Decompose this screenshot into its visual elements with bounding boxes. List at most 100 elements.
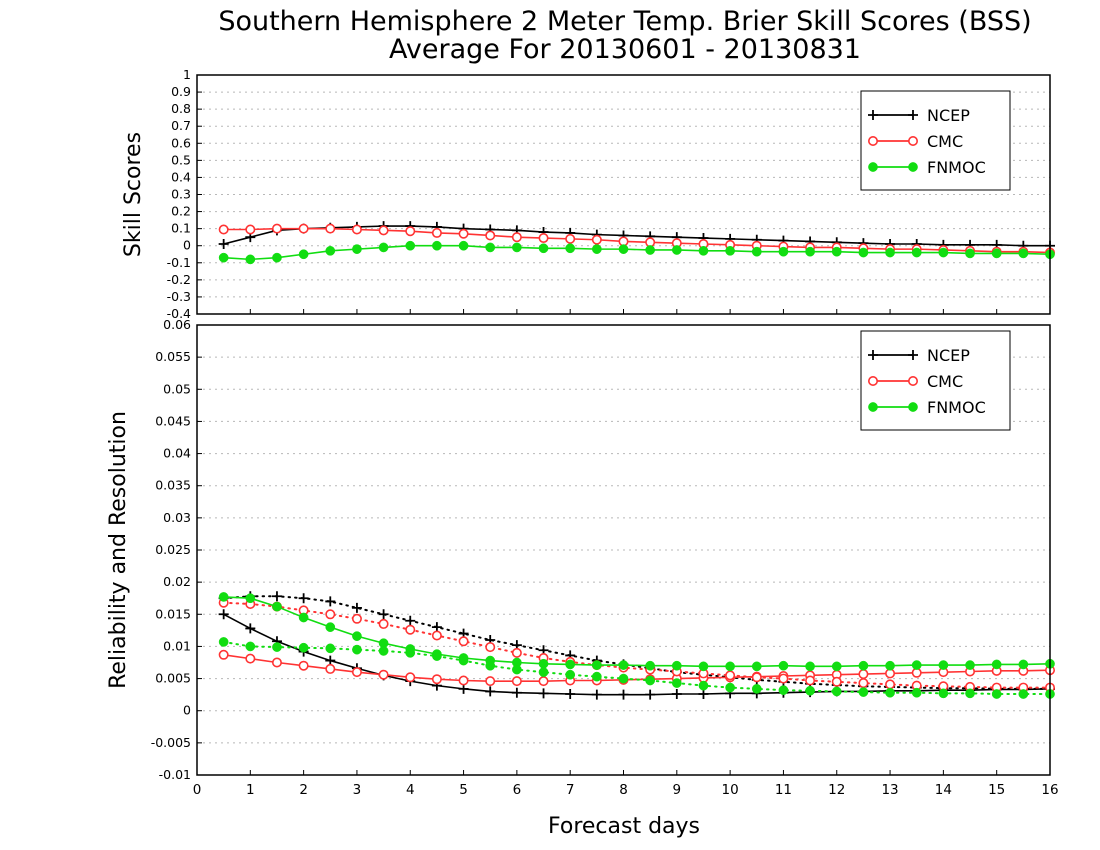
data-point-cmc bbox=[511, 676, 522, 687]
data-point-fnmoc bbox=[831, 661, 842, 672]
data-point-fnmoc bbox=[911, 660, 922, 670]
data-point-fnmoc bbox=[352, 631, 362, 641]
y-tick-label: 0.2 bbox=[171, 204, 191, 219]
data-point-fnmoc bbox=[938, 660, 949, 670]
chart-title-line-1: Southern Hemisphere 2 Meter Temp. Brier … bbox=[218, 6, 1031, 37]
y-tick-label: 0.4 bbox=[171, 169, 191, 184]
x-tick-label: 2 bbox=[299, 782, 308, 798]
skill-scores-panel: -0.4 -0.3 -0.2 -0.1 0 0.1 0.2 0.3 0.4 0.5 0.6 0.7 0.… bbox=[121, 67, 1056, 321]
data-point-cmc bbox=[431, 674, 442, 685]
data-point-cmc bbox=[725, 670, 736, 681]
data-point-fnmoc bbox=[591, 244, 602, 254]
data-point-fnmoc bbox=[325, 643, 336, 654]
data-point-fnmoc bbox=[565, 669, 576, 680]
data-point-fnmoc bbox=[245, 641, 256, 652]
data-point-fnmoc bbox=[725, 245, 735, 256]
legend: NCEP CMC FNMOC bbox=[860, 330, 1011, 431]
data-point-cmc bbox=[298, 660, 309, 671]
data-point-cmc bbox=[511, 647, 522, 658]
data-point-ncep bbox=[405, 615, 416, 626]
data-point-cmc bbox=[431, 630, 442, 641]
data-point-cmc bbox=[751, 672, 762, 683]
data-point-fnmoc bbox=[325, 622, 336, 632]
y-tick-label: 0.1 bbox=[171, 221, 191, 236]
legend-marker-cmc bbox=[867, 136, 878, 147]
data-point-ncep bbox=[458, 683, 469, 694]
data-point-ncep bbox=[218, 239, 229, 250]
data-point-fnmoc bbox=[485, 660, 496, 671]
x-tick-label: 5 bbox=[459, 782, 468, 798]
data-point-fnmoc bbox=[298, 612, 309, 623]
data-point-fnmoc bbox=[751, 684, 762, 694]
data-point-fnmoc bbox=[272, 601, 282, 612]
data-point-cmc bbox=[538, 676, 549, 687]
legend-label-ncep: NCEP bbox=[927, 106, 970, 125]
data-point-fnmoc bbox=[698, 661, 709, 672]
data-point-fnmoc bbox=[805, 246, 815, 257]
legend-marker-cmc bbox=[907, 375, 918, 386]
data-point-fnmoc bbox=[885, 660, 895, 671]
data-point-fnmoc bbox=[778, 685, 789, 695]
data-point-fnmoc bbox=[591, 660, 602, 670]
data-point-ncep bbox=[298, 593, 309, 604]
x-tick-label: 13 bbox=[881, 782, 898, 798]
data-point-cmc bbox=[858, 678, 869, 689]
y-tick-label: -0.4 bbox=[167, 306, 191, 321]
series-line-fnmoc-solid bbox=[223, 244, 1051, 261]
data-point-fnmoc bbox=[352, 244, 362, 254]
y-tick-label: 0.04 bbox=[163, 446, 191, 461]
data-point-fnmoc bbox=[458, 240, 469, 251]
y-tick-label: 0.8 bbox=[171, 101, 191, 116]
data-point-cmc bbox=[271, 223, 282, 234]
y-tick-label: -0.01 bbox=[159, 767, 191, 782]
legend-marker-ncep bbox=[868, 350, 878, 360]
data-point-fnmoc bbox=[645, 660, 656, 671]
data-point-ncep bbox=[325, 596, 336, 607]
y-tick-label: 1 bbox=[183, 67, 191, 82]
data-point-fnmoc bbox=[698, 680, 709, 691]
data-point-ncep bbox=[218, 609, 229, 620]
legend: NCEP CMC FNMOC bbox=[860, 90, 1011, 191]
data-point-fnmoc bbox=[298, 249, 309, 260]
y-tick-label: -0.2 bbox=[167, 272, 191, 287]
reliability-resolution-panel: -0.01 -0.005 0 0.005 0.01 0.015 0.02 0.025 0.03 0… bbox=[106, 317, 1059, 798]
data-point-fnmoc bbox=[1018, 659, 1029, 670]
legend-marker-fnmoc bbox=[868, 402, 878, 412]
data-point-fnmoc bbox=[405, 240, 416, 251]
data-point-fnmoc bbox=[538, 243, 549, 254]
series-line-ncep-dotted bbox=[222, 595, 1051, 690]
data-point-fnmoc bbox=[751, 246, 762, 257]
data-point-fnmoc bbox=[405, 648, 416, 658]
y-tick-label: 0.035 bbox=[155, 478, 191, 493]
x-tick-label: 1 bbox=[246, 782, 255, 798]
data-point-ncep bbox=[378, 609, 389, 620]
y-tick-label: 0.03 bbox=[163, 510, 191, 525]
series-line-cmc-solid bbox=[223, 653, 1051, 682]
data-point-cmc bbox=[378, 225, 389, 236]
data-point-fnmoc bbox=[565, 659, 576, 670]
data-point-fnmoc bbox=[245, 254, 256, 265]
data-point-fnmoc bbox=[965, 248, 975, 259]
data-point-fnmoc bbox=[1018, 689, 1029, 699]
legend-marker-fnmoc bbox=[908, 162, 918, 172]
data-point-cmc bbox=[511, 232, 522, 243]
data-point-fnmoc bbox=[618, 660, 629, 670]
y-tick-label: 0.3 bbox=[171, 187, 191, 202]
x-tick-label: 12 bbox=[828, 782, 845, 798]
data-point-cmc bbox=[405, 226, 416, 237]
legend-marker-ncep bbox=[868, 110, 878, 120]
legend-marker-cmc bbox=[907, 136, 918, 147]
data-point-fnmoc bbox=[591, 671, 602, 682]
data-point-fnmoc bbox=[725, 682, 735, 693]
legend-marker-cmc bbox=[867, 375, 878, 386]
legend-marker-fnmoc bbox=[868, 162, 878, 172]
y-axis-label: Skill Scores bbox=[121, 132, 146, 257]
data-point-cmc bbox=[218, 224, 229, 235]
data-point-fnmoc bbox=[378, 242, 389, 253]
x-tick-label: 6 bbox=[513, 782, 522, 798]
series-line-ncep-solid bbox=[223, 613, 1051, 696]
chart-title-line-2: Average For 20130601 - 20130831 bbox=[389, 34, 861, 65]
data-point-fnmoc bbox=[885, 247, 895, 258]
x-axis-label: Forecast days bbox=[548, 814, 700, 839]
